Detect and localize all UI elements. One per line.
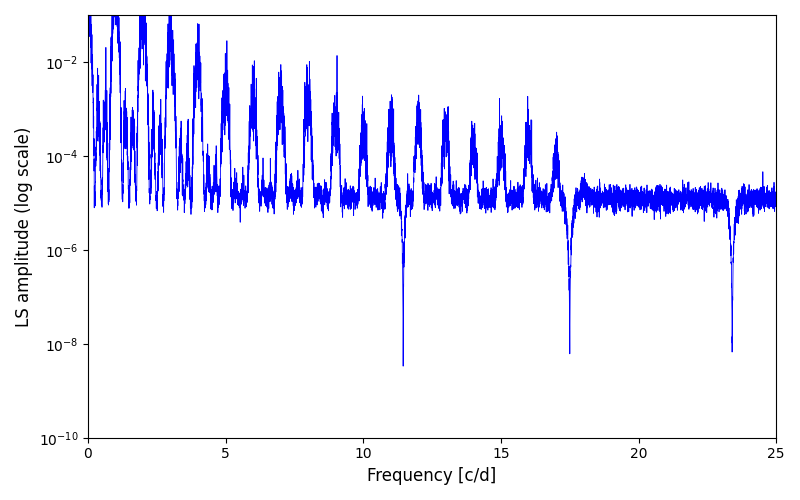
Y-axis label: LS amplitude (log scale): LS amplitude (log scale) — [15, 126, 33, 326]
X-axis label: Frequency [c/d]: Frequency [c/d] — [367, 467, 497, 485]
